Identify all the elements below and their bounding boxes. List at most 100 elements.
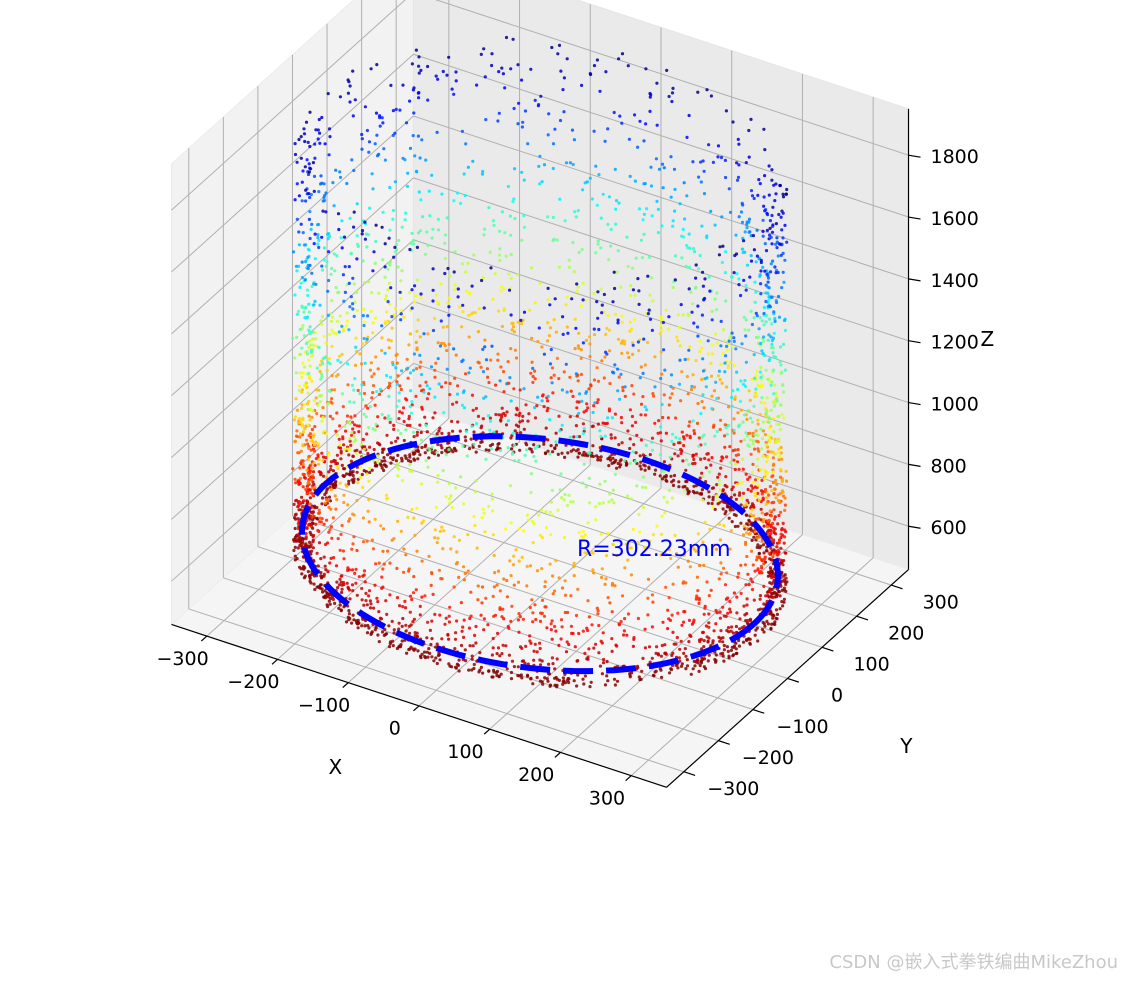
- data-point: [291, 467, 295, 471]
- data-point: [546, 449, 550, 453]
- data-point: [314, 128, 318, 132]
- data-point: [445, 348, 449, 353]
- data-point: [715, 308, 719, 312]
- data-point: [341, 329, 346, 333]
- data-point: [346, 383, 350, 387]
- data-point: [626, 558, 630, 562]
- data-point: [559, 472, 563, 476]
- data-point: [764, 594, 768, 598]
- data-point: [780, 370, 784, 374]
- data-point: [378, 124, 382, 128]
- data-point: [302, 310, 306, 314]
- data-point: [340, 392, 345, 396]
- data-point: [556, 452, 560, 456]
- data-point: [702, 298, 706, 302]
- data-point: [692, 321, 696, 325]
- data-point: [768, 219, 773, 223]
- data-point: [689, 290, 693, 294]
- data-point: [385, 373, 389, 378]
- data-point: [443, 448, 447, 453]
- data-point: [757, 327, 761, 331]
- data-point: [740, 481, 744, 485]
- data-point: [745, 603, 749, 607]
- z-grid-back: [413, 115, 909, 280]
- data-point: [417, 231, 421, 235]
- data-point: [703, 277, 707, 281]
- data-point: [309, 439, 313, 443]
- data-point: [757, 556, 762, 560]
- data-point: [323, 142, 327, 146]
- data-point: [391, 208, 396, 213]
- data-point: [635, 664, 640, 668]
- data-point: [579, 356, 583, 360]
- data-point: [741, 467, 745, 471]
- data-point: [717, 577, 721, 581]
- data-point: [335, 254, 339, 258]
- data-point: [326, 313, 330, 317]
- data-point: [358, 465, 362, 470]
- data-point: [410, 469, 414, 473]
- data-point: [733, 395, 737, 399]
- data-point: [701, 498, 705, 502]
- data-point: [545, 626, 549, 630]
- data-point: [631, 644, 636, 649]
- data-point: [755, 464, 759, 468]
- data-point: [367, 520, 371, 524]
- data-point: [767, 297, 771, 302]
- data-point: [343, 424, 347, 428]
- data-point: [488, 444, 493, 448]
- data-point: [408, 594, 413, 598]
- data-point: [494, 412, 498, 417]
- data-point: [736, 524, 740, 528]
- data-point: [414, 340, 418, 344]
- data-point: [669, 474, 673, 478]
- data-point: [418, 423, 422, 427]
- data-point: [302, 334, 306, 338]
- data-point: [705, 88, 709, 92]
- data-point: [434, 656, 438, 660]
- data-point: [338, 443, 342, 447]
- data-point: [762, 311, 766, 316]
- data-point: [418, 604, 422, 609]
- data-point: [368, 445, 372, 449]
- data-point: [677, 485, 681, 489]
- data-point: [447, 497, 451, 501]
- data-point: [320, 315, 325, 319]
- data-point: [698, 563, 702, 568]
- data-point: [355, 257, 359, 261]
- data-point: [520, 646, 524, 651]
- data-point: [722, 614, 726, 618]
- data-point: [422, 332, 426, 336]
- data-point: [340, 583, 344, 587]
- data-point: [483, 530, 487, 534]
- data-point: [765, 272, 769, 276]
- data-point: [661, 620, 665, 624]
- data-point: [324, 432, 329, 436]
- data-point: [566, 331, 570, 335]
- data-point: [481, 347, 485, 351]
- data-point: [651, 392, 655, 396]
- data-point: [295, 269, 299, 273]
- data-point: [542, 614, 547, 618]
- data-point: [462, 502, 466, 506]
- fitted-circle-path: [299, 433, 781, 675]
- data-point: [516, 63, 520, 67]
- data-point: [463, 193, 467, 198]
- data-point: [538, 658, 542, 662]
- data-point: [319, 377, 323, 381]
- data-point: [585, 657, 589, 661]
- data-point: [400, 269, 404, 273]
- data-point: [422, 519, 426, 523]
- data-point: [596, 239, 600, 243]
- data-point: [455, 619, 459, 623]
- data-point: [481, 507, 485, 511]
- data-point: [300, 304, 304, 308]
- data-point: [679, 664, 684, 669]
- data-point: [724, 354, 728, 358]
- data-point: [599, 246, 603, 250]
- data-point: [447, 313, 451, 317]
- data-point: [423, 594, 427, 598]
- data-point: [401, 605, 405, 609]
- data-point: [384, 599, 388, 603]
- x-tick-mark: [625, 775, 632, 782]
